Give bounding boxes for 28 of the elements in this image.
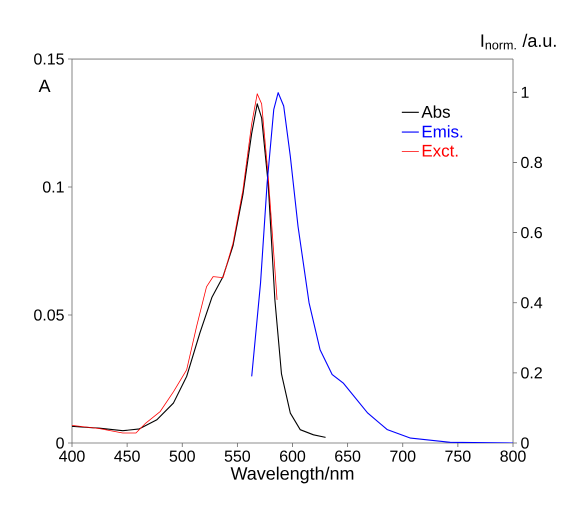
- y2-tick-label: 1: [522, 86, 529, 98]
- y2-tick-label: 0.8: [521, 156, 542, 168]
- x-tick-label: 600: [280, 450, 306, 462]
- x-tick-label: 450: [114, 450, 140, 462]
- x-tick-label: 750: [445, 450, 471, 462]
- y-tick-label: 0.1: [42, 181, 64, 193]
- x-tick-label: 700: [390, 450, 416, 462]
- x-tick-label: 400: [59, 450, 85, 462]
- line-series: [251, 92, 514, 443]
- legend-label: Emis.: [422, 125, 462, 138]
- x-tick-label: 550: [224, 450, 250, 462]
- y2-tick-label: 0: [521, 437, 529, 449]
- x-axis-title: Wavelength/nm: [230, 466, 354, 484]
- y-axis-title: A: [38, 80, 51, 92]
- y2-tick-label: 0.6: [521, 226, 542, 238]
- legend-label: Exct.: [422, 144, 458, 157]
- x-tick-label: 500: [170, 450, 195, 462]
- line-series: [72, 93, 278, 434]
- y2-tick-label: 0.2: [521, 367, 542, 379]
- y2-tick-label: 0.4: [521, 297, 542, 308]
- y-tick-label: 0.15: [34, 53, 64, 65]
- y-tick-label: 0.05: [34, 309, 64, 321]
- x-tick-label: 800: [500, 450, 526, 462]
- y-tick-label: 0: [56, 437, 64, 449]
- y2-axis-title: I$_{norm.}$ /a.u.: [482, 34, 556, 50]
- x-tick-label: 650: [335, 450, 360, 462]
- legend-label: Abs: [421, 105, 450, 118]
- line-series: [72, 103, 326, 438]
